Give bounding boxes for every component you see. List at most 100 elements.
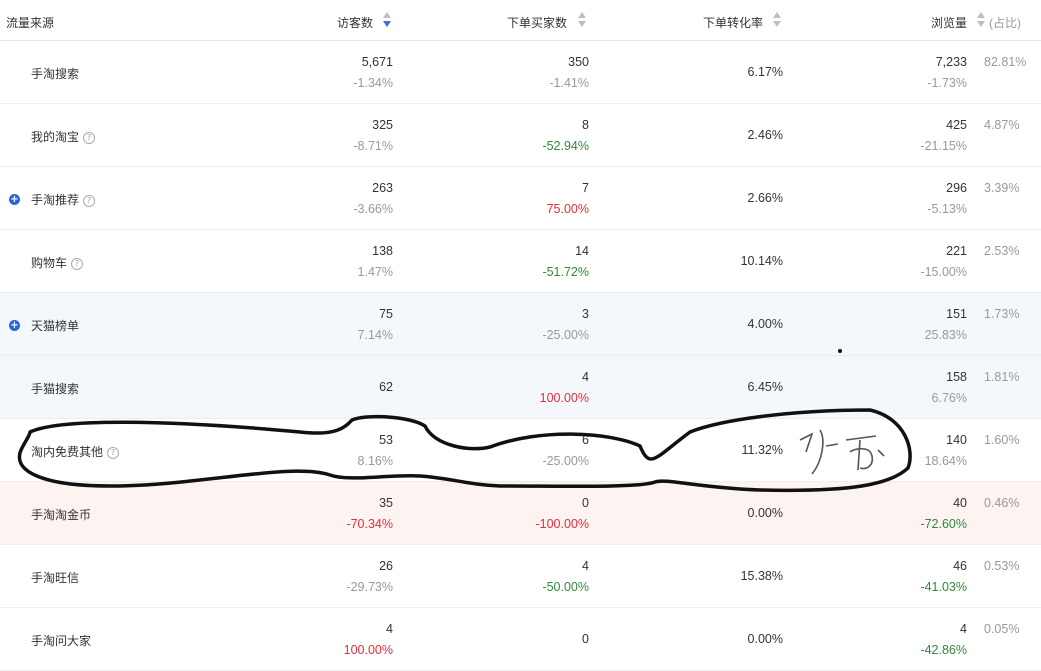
table-row[interactable]: 手淘淘金币 35 -70.34% 0 -100.00% 0.00% 40 -72.60% 0.4… <box>0 482 1041 545</box>
pageviews-value: 140 <box>946 433 967 447</box>
source-label: 我的淘宝 <box>31 130 80 144</box>
buyers-change: -1.41% <box>549 76 589 90</box>
visitors-change: 100.00% <box>343 643 393 657</box>
buyers-change: 100.00% <box>539 391 589 405</box>
visitors-change: -3.66% <box>353 202 393 216</box>
visitors-value: 4 <box>386 622 393 636</box>
source-cell: 天猫榜单 <box>31 317 79 334</box>
visitors-change: -29.73% <box>346 580 393 594</box>
pageviews-value: 151 <box>946 307 967 321</box>
share-value: 1.81% <box>984 370 1020 384</box>
table-row[interactable]: 手猫搜索 62 4 100.00% 6.45% 158 6.76% 1.81% <box>0 356 1041 419</box>
source-cell: 手淘推荐? <box>31 191 96 208</box>
expand-plus-icon[interactable]: + <box>9 194 20 205</box>
pageviews-value: 425 <box>946 118 967 132</box>
help-icon[interactable]: ? <box>71 258 84 270</box>
source-label: 手淘搜索 <box>31 67 80 81</box>
buyers-value: 4 <box>582 559 589 573</box>
conversion-value: 0.00% <box>747 632 783 646</box>
buyers-value: 4 <box>582 370 589 384</box>
visitors-value: 263 <box>372 181 393 195</box>
share-value: 2.53% <box>984 244 1020 258</box>
pageviews-change: 6.76% <box>931 391 967 405</box>
source-cell: 手猫搜索 <box>31 380 79 397</box>
visitors-value: 325 <box>372 118 393 132</box>
pageviews-change: -1.73% <box>927 76 967 90</box>
source-cell: 我的淘宝? <box>31 128 96 145</box>
visitors-change: 8.16% <box>357 454 393 468</box>
buyers-value: 14 <box>575 244 589 258</box>
header-conversion[interactable]: 下单转化率 <box>702 16 763 30</box>
expand-plus-icon[interactable]: + <box>9 320 20 331</box>
buyers-value: 6 <box>582 433 589 447</box>
table-header: 流量来源 访客数 下单买家数 下单转化率 浏览量 (占比) <box>0 0 1041 41</box>
visitors-value: 53 <box>379 433 393 447</box>
table-row[interactable]: 我的淘宝? 325 -8.71% 8 -52.94% 2.46% 425 -21.15% 4.8… <box>0 104 1041 167</box>
help-icon[interactable]: ? <box>83 132 96 144</box>
source-cell: 手淘旺信 <box>31 569 79 586</box>
buyers-change: -25.00% <box>542 328 589 342</box>
table-row[interactable]: 购物车? 138 1.47% 14 -51.72% 10.14% 221 -15.00% 2.5… <box>0 230 1041 293</box>
conversion-value: 4.00% <box>747 317 783 331</box>
share-value: 0.46% <box>984 496 1020 510</box>
buyers-value: 3 <box>582 307 589 321</box>
conversion-value: 11.32% <box>741 443 783 457</box>
source-cell: 手淘问大家 <box>31 632 91 649</box>
visitors-change: -8.71% <box>353 139 393 153</box>
header-pageviews[interactable]: 浏览量 <box>930 16 967 30</box>
buyers-change: -25.00% <box>542 454 589 468</box>
visitors-change: 7.14% <box>357 328 393 342</box>
source-cell: 淘内免费其他? <box>31 443 120 460</box>
sort-buyers-icon[interactable] <box>578 12 587 29</box>
source-cell: 购物车? <box>31 254 84 271</box>
visitors-value: 5,671 <box>361 55 393 69</box>
buyers-value: 350 <box>568 55 589 69</box>
pageviews-value: 4 <box>960 622 967 636</box>
table-row[interactable]: + 天猫榜单 75 7.14% 3 -25.00% 4.00% 151 25.83% 1.73% <box>0 293 1041 356</box>
share-value: 1.73% <box>984 307 1020 321</box>
pageviews-change: 25.83% <box>924 328 967 342</box>
conversion-value: 2.46% <box>747 128 783 142</box>
conversion-value: 6.17% <box>747 65 783 79</box>
sort-visitors-icon[interactable] <box>383 12 392 29</box>
help-icon[interactable]: ? <box>107 447 120 459</box>
conversion-value: 10.14% <box>740 254 783 268</box>
table-row[interactable]: 手淘旺信 26 -29.73% 4 -50.00% 15.38% 46 -41.03% 0.53… <box>0 545 1041 608</box>
table-row[interactable]: 淘内免费其他? 53 8.16% 6 -25.00% 11.32% 140 18.64% 1.6… <box>0 419 1041 482</box>
pageviews-value: 40 <box>953 496 967 510</box>
pageviews-value: 46 <box>953 559 967 573</box>
pageviews-value: 221 <box>946 244 967 258</box>
share-value: 82.81% <box>984 55 1027 69</box>
source-cell: 手淘淘金币 <box>31 506 91 523</box>
pageviews-change: -21.15% <box>920 139 967 153</box>
buyers-change: -52.94% <box>542 139 589 153</box>
table-row[interactable]: 手淘搜索 5,671 -1.34% 350 -1.41% 6.17% 7,233 -1.73%… <box>0 41 1041 104</box>
pageviews-change: -15.00% <box>920 265 967 279</box>
buyers-change: -50.00% <box>542 580 589 594</box>
header-buyers[interactable]: 下单买家数 <box>506 16 567 30</box>
buyers-value: 8 <box>582 118 589 132</box>
header-share: (占比) <box>989 16 1021 30</box>
share-value: 1.60% <box>984 433 1020 447</box>
pageviews-change: -72.60% <box>920 517 967 531</box>
source-label: 手猫搜索 <box>31 382 80 396</box>
share-value: 0.05% <box>984 622 1020 636</box>
source-cell: 手淘搜索 <box>31 65 79 82</box>
pageviews-value: 7,233 <box>935 55 967 69</box>
ink-dot <box>838 349 842 353</box>
help-icon[interactable]: ? <box>83 195 96 207</box>
buyers-change: 75.00% <box>546 202 589 216</box>
sort-conversion-icon[interactable] <box>773 12 782 29</box>
buyers-change: -51.72% <box>542 265 589 279</box>
visitors-value: 62 <box>379 380 393 394</box>
header-visitors[interactable]: 访客数 <box>336 16 373 30</box>
source-label: 淘内免费其他 <box>31 445 104 459</box>
buyers-value: 0 <box>582 496 589 510</box>
buyers-value: 7 <box>582 181 589 195</box>
visitors-change: -70.34% <box>346 517 393 531</box>
pageviews-change: -5.13% <box>927 202 967 216</box>
sort-pageviews-icon[interactable] <box>977 12 986 29</box>
pageviews-value: 296 <box>946 181 967 195</box>
table-row[interactable]: + 手淘推荐? 263 -3.66% 7 75.00% 2.66% 296 -5.13% 3.39… <box>0 167 1041 230</box>
pageviews-change: 18.64% <box>924 454 967 468</box>
